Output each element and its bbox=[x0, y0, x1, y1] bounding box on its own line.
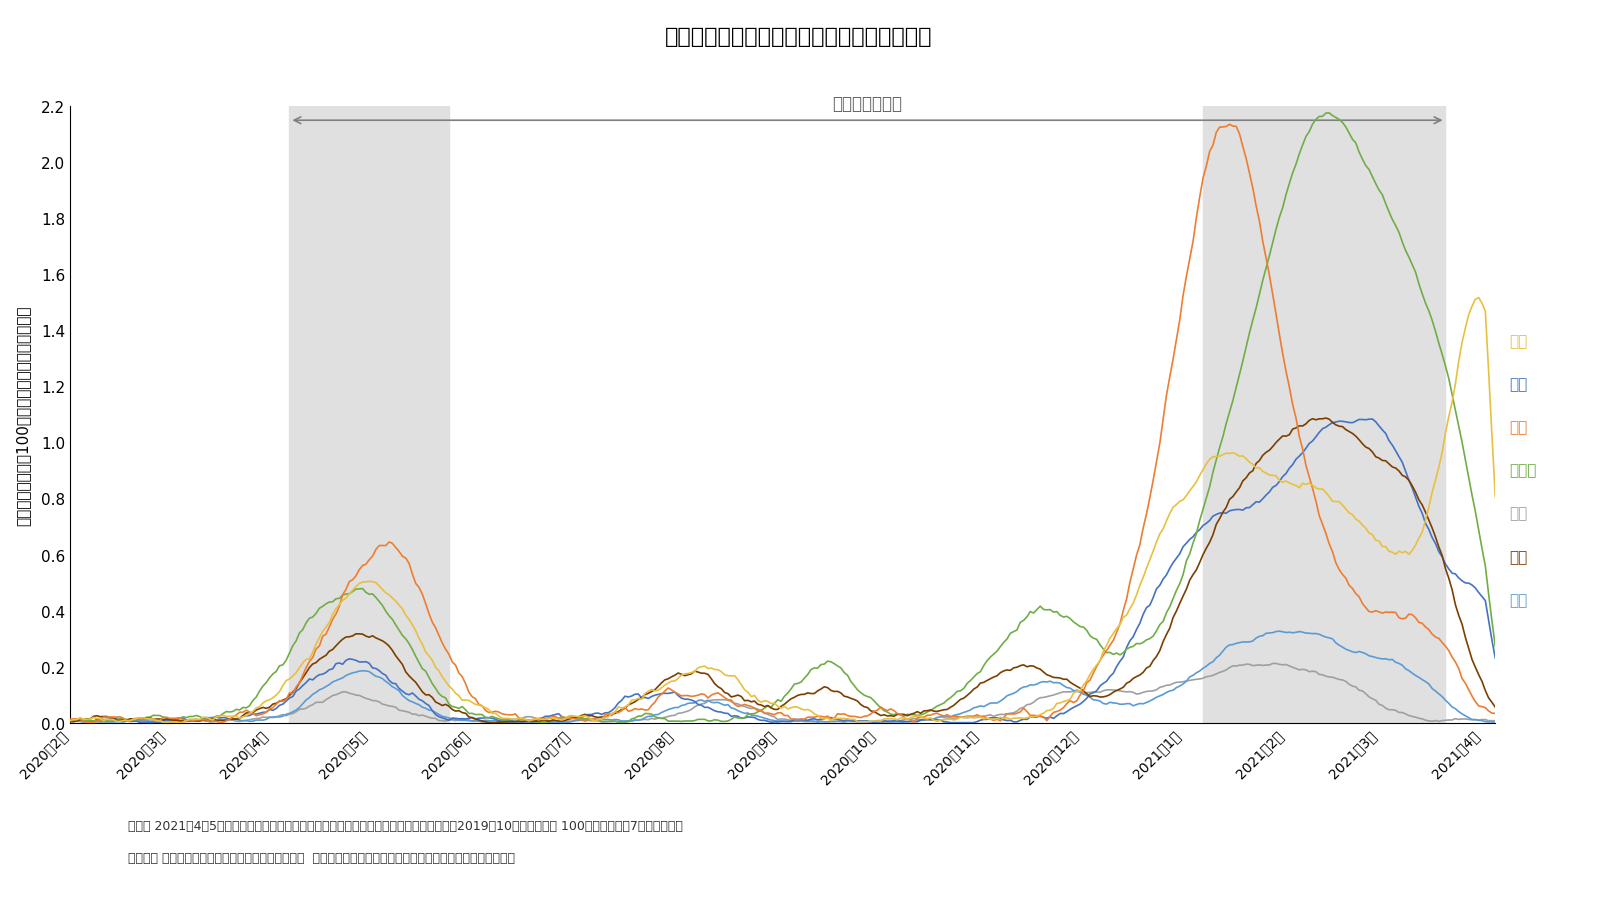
Text: 図表４：主要７都道府県の新規死者数の推移: 図表４：主要７都道府県の新規死者数の推移 bbox=[665, 27, 933, 47]
Y-axis label: 新規死者数（人口100万人あたり、７日移動平均）: 新規死者数（人口100万人あたり、７日移動平均） bbox=[14, 305, 30, 525]
Text: 大阪: 大阪 bbox=[1510, 420, 1528, 435]
Text: 宮城: 宮城 bbox=[1510, 506, 1528, 521]
Bar bbox=[1203, 107, 1446, 722]
Text: 愛知: 愛知 bbox=[1510, 377, 1528, 392]
Text: 紧急事態宣言中: 紧急事態宣言中 bbox=[833, 95, 903, 113]
Text: （注） 2021年4月5日時点。東京都、大阪府、愛知県、北海道、宮城県、広島県、福岡県、2019年10月１日の人口 100万人あたり「7日移動平均。: （注） 2021年4月5日時点。東京都、大阪府、愛知県、北海道、宮城県、広島県、… bbox=[128, 819, 682, 832]
Text: 福岡: 福岡 bbox=[1510, 549, 1528, 564]
Text: （出所） 東洋経済オンライン「新型コロナウイルス  国内感染の状况」のデータをもとにニッセイ基礎研究所作成: （出所） 東洋経済オンライン「新型コロナウイルス 国内感染の状况」のデータをもと… bbox=[128, 851, 515, 864]
Bar bbox=[289, 107, 449, 722]
Text: 東京: 東京 bbox=[1510, 333, 1528, 349]
Text: 北海道: 北海道 bbox=[1510, 463, 1537, 478]
Text: 広島: 広島 bbox=[1510, 592, 1528, 608]
